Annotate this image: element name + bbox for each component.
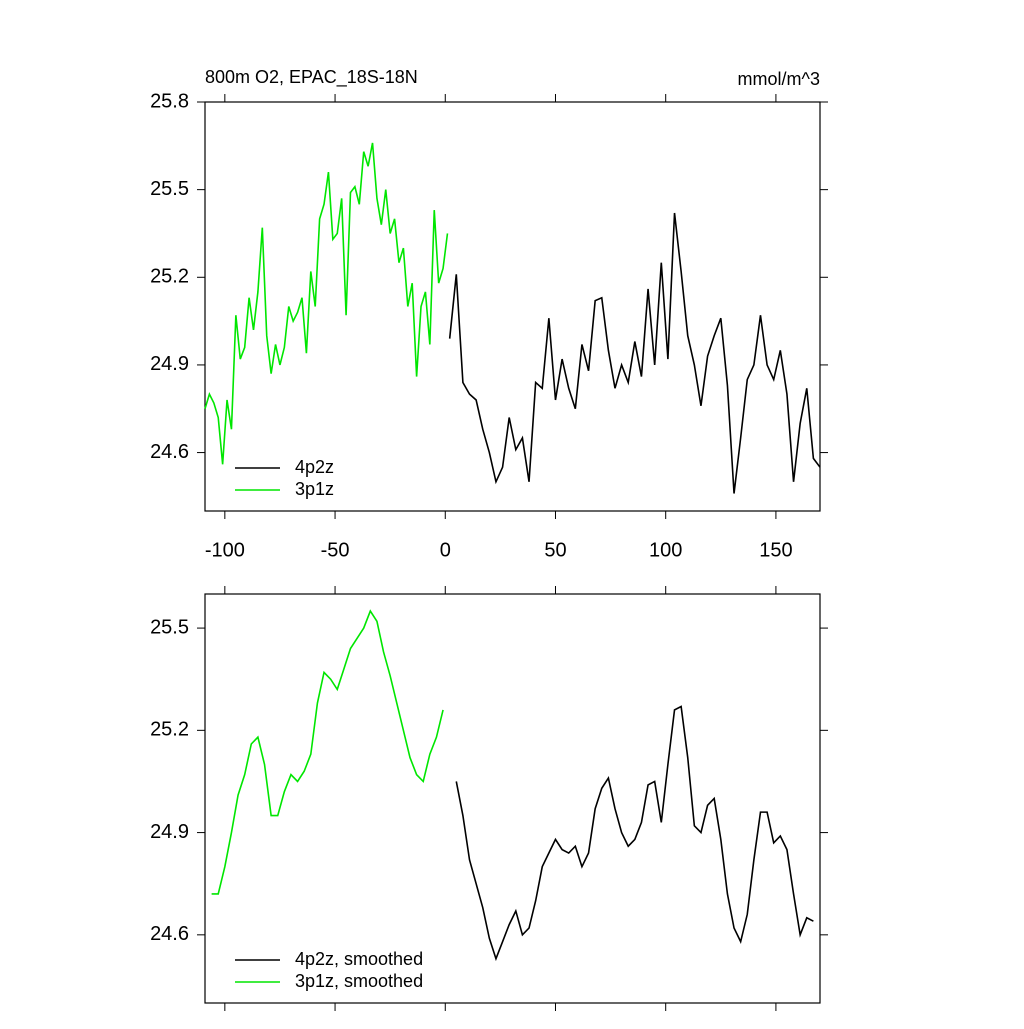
y-tick-label: 25.2 — [150, 266, 189, 288]
units-label: mmol/m^3 — [738, 69, 820, 89]
plot-frame — [204, 593, 821, 1004]
legend-label: 4p2z, smoothed — [295, 949, 423, 969]
chart-title: 800m O2, EPAC_18S-18N — [205, 67, 418, 88]
y-tick-label: 25.5 — [150, 178, 189, 200]
data-line — [455, 705, 814, 962]
x-tick-label: 50 — [544, 539, 566, 561]
data-line — [204, 142, 449, 465]
y-tick-label: 24.6 — [150, 923, 189, 945]
x-tick-label: 150 — [759, 539, 792, 561]
x-tick-label: 100 — [649, 539, 682, 561]
x-tick-label: 0 — [440, 539, 451, 561]
data-line — [448, 212, 821, 494]
data-line — [211, 609, 444, 895]
legend-label: 3p1z, smoothed — [295, 971, 423, 991]
y-tick-label: 25.8 — [150, 90, 189, 112]
x-tick-label: -100 — [205, 539, 245, 561]
x-tick-label: -50 — [321, 539, 350, 561]
y-tick-label: 25.2 — [150, 719, 189, 741]
legend-label: 4p2z — [295, 457, 334, 477]
legend-label: 3p1z — [295, 479, 334, 499]
y-tick-label: 24.9 — [150, 353, 189, 375]
y-tick-label: 24.9 — [150, 821, 189, 843]
y-tick-label: 25.5 — [150, 616, 189, 638]
y-tick-label: 24.6 — [150, 441, 189, 463]
plot-frame — [204, 101, 821, 512]
